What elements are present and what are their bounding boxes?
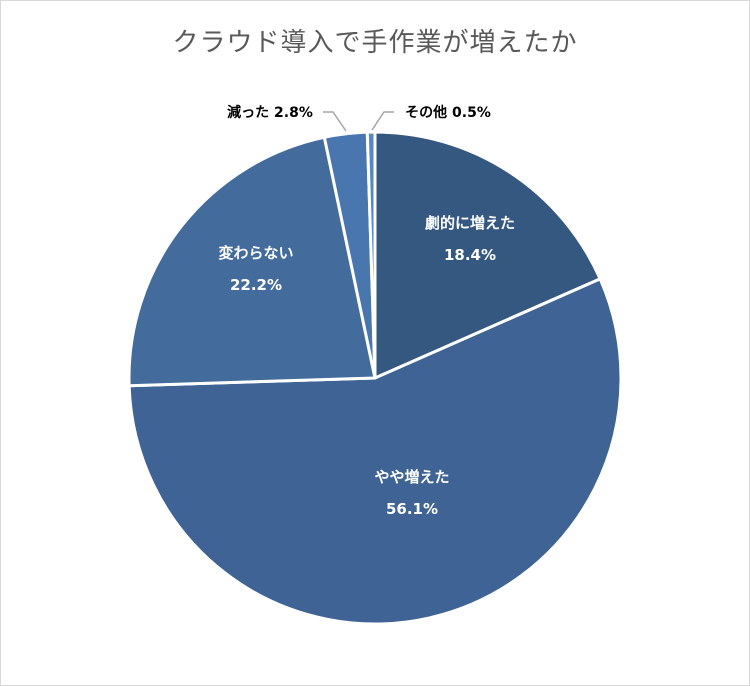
slice-label-3: 変わらない [218, 244, 293, 262]
pie-slice-1 [373, 130, 602, 380]
leader-lines [323, 111, 394, 132]
slice-value-2: 56.1% [386, 500, 438, 518]
leader-line-4 [323, 111, 347, 132]
slice-value-1: 18.4% [444, 246, 496, 264]
slice-label-5: その他 0.5% [405, 104, 491, 121]
leader-line-5 [371, 111, 394, 131]
slice-labels: 劇的に増えた 18.4% やや増えた 56.1% 変わらない 22.2% 減った 2.8% そ… [218, 104, 515, 518]
pie-slice-2 [127, 277, 623, 626]
pie-slices [127, 130, 623, 626]
chart-title: クラウド導入で手作業が増えたか [172, 28, 578, 58]
slice-value-3: 22.2% [230, 276, 282, 294]
pie-slice-5 [365, 130, 377, 380]
slice-label-4: 減った 2.8% [227, 104, 313, 121]
slice-label-1: 劇的に増えた [425, 214, 515, 232]
pie-slice-3 [127, 135, 377, 388]
slice-label-2: やや増えた [374, 468, 449, 486]
